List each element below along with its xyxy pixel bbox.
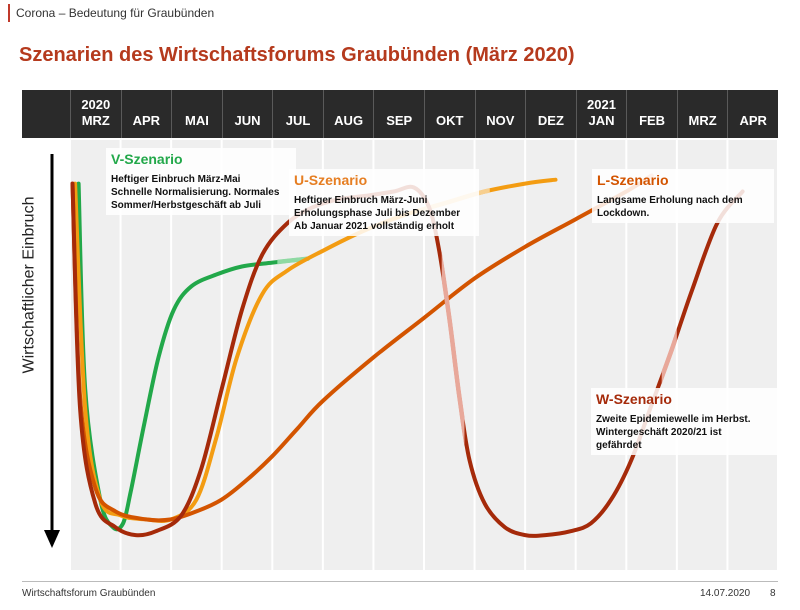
annotation-line: Wintergeschäft 2020/21 ist bbox=[596, 427, 722, 438]
annotation-line: Ab Januar 2021 vollständig erholt bbox=[294, 221, 455, 232]
month-header-cell: MAI bbox=[171, 90, 222, 138]
month-label: MAI bbox=[185, 113, 209, 128]
month-axis-band: 2020 MRZ APR MAI JUN JUL AUG SEP OKT NOV DEZ 2021 JA… bbox=[22, 90, 778, 138]
month-header-cell: APR bbox=[120, 90, 172, 138]
section-header-text: Corona – Bedeutung für Graubünden bbox=[16, 6, 215, 20]
annotation-title: U-Szenario bbox=[294, 172, 368, 188]
month-label: MRZ bbox=[688, 113, 717, 128]
annotation-line: Zweite Epidemiewelle im Herbst. bbox=[596, 414, 751, 425]
month-header-cell: APR bbox=[727, 90, 778, 138]
month-label: APR bbox=[739, 113, 767, 128]
month-header-cell: AUG bbox=[322, 90, 374, 138]
annotation-line: Langsame Erholung nach dem bbox=[597, 195, 743, 206]
annotation-line: gefährdet bbox=[596, 440, 642, 451]
month-label: DEZ bbox=[537, 113, 564, 128]
annotation-line: Lockdown. bbox=[597, 208, 650, 219]
y-axis-arrow-head bbox=[44, 530, 60, 548]
month-label: AUG bbox=[334, 113, 364, 128]
year-label: 2021 bbox=[587, 97, 616, 112]
month-label: JUN bbox=[234, 113, 261, 128]
annotation-title: W-Szenario bbox=[596, 391, 672, 407]
annotation-u-szenario: U-Szenario Heftiger Einbruch März-Juni Erh… bbox=[289, 169, 479, 236]
month-label: SEP bbox=[386, 113, 413, 128]
month-header-cell: NOV bbox=[474, 90, 526, 138]
month-label: JAN bbox=[588, 113, 615, 128]
y-axis-label: Wirtschaftlicher Einbruch bbox=[16, 170, 42, 400]
series-line-l-szenario bbox=[70, 173, 654, 523]
annotation-title: V-Szenario bbox=[111, 151, 183, 167]
month-header-cell: JUN bbox=[221, 90, 273, 138]
annotation-w-szenario: W-Szenario Zweite Epidemiewelle im Herbst… bbox=[591, 388, 777, 455]
annotation-l-szenario: L-Szenario Langsame Erholung nach dem Lock… bbox=[592, 169, 774, 223]
month-header-cell: 2021 JAN bbox=[575, 90, 627, 138]
month-label: JUL bbox=[285, 113, 311, 128]
footer-date: 14.07.2020 bbox=[700, 588, 751, 599]
month-header-cell: FEB bbox=[626, 90, 677, 138]
annotation-line: Erholungsphase Juli bis Dezember bbox=[294, 208, 461, 219]
month-header-cell: 2020 MRZ bbox=[70, 90, 121, 138]
month-label: NOV bbox=[486, 113, 515, 128]
month-label: OKT bbox=[436, 113, 464, 128]
year-label: 2020 bbox=[81, 97, 111, 112]
annotation-v-szenario: V-Szenario Heftiger Einbruch März-Mai Schn… bbox=[106, 148, 296, 215]
month-label: APR bbox=[132, 113, 161, 128]
series-line-v-szenario bbox=[76, 181, 310, 532]
footer-page-number: 8 bbox=[770, 588, 776, 599]
month-header-cell: SEP bbox=[373, 90, 424, 138]
month-label: FEB bbox=[639, 113, 666, 128]
month-header-cell: MRZ bbox=[676, 90, 728, 138]
month-header-blank bbox=[22, 90, 70, 138]
annotation-line: Sommer/Herbstgeschäft ab Juli bbox=[111, 200, 262, 211]
footer-divider bbox=[22, 581, 778, 582]
month-header-cell: OKT bbox=[424, 90, 475, 138]
annotation-line: Schnelle Normalisierung. Normales bbox=[111, 187, 280, 198]
section-header: Corona – Bedeutung für Graubünden bbox=[8, 4, 214, 22]
page-title: Szenarien des Wirtschaftsforums Graubünd… bbox=[19, 44, 575, 66]
y-axis-label-text: Wirtschaftlicher Einbruch bbox=[20, 196, 38, 374]
footer-org: Wirtschaftsforum Graubünden bbox=[22, 588, 156, 599]
annotation-line: Heftiger Einbruch März-Juni bbox=[294, 195, 428, 206]
month-label: MRZ bbox=[81, 113, 110, 128]
annotation-line: Heftiger Einbruch März-Mai bbox=[111, 174, 241, 185]
month-header-cell: DEZ bbox=[525, 90, 576, 138]
annotation-title: L-Szenario bbox=[597, 172, 669, 188]
month-header-cell: JUL bbox=[272, 90, 323, 138]
